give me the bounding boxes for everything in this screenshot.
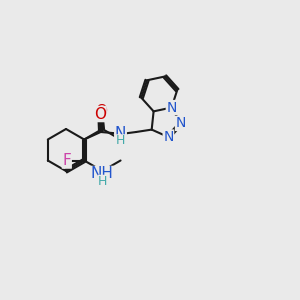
Text: F: F <box>62 153 71 168</box>
Text: N: N <box>167 100 177 115</box>
Text: H: H <box>116 134 125 148</box>
Text: O: O <box>94 106 106 122</box>
Text: N: N <box>176 116 186 130</box>
Text: O: O <box>95 103 107 118</box>
Text: N: N <box>163 130 174 144</box>
Text: NH: NH <box>91 167 114 182</box>
Text: H: H <box>98 175 107 188</box>
Text: N: N <box>115 126 126 141</box>
